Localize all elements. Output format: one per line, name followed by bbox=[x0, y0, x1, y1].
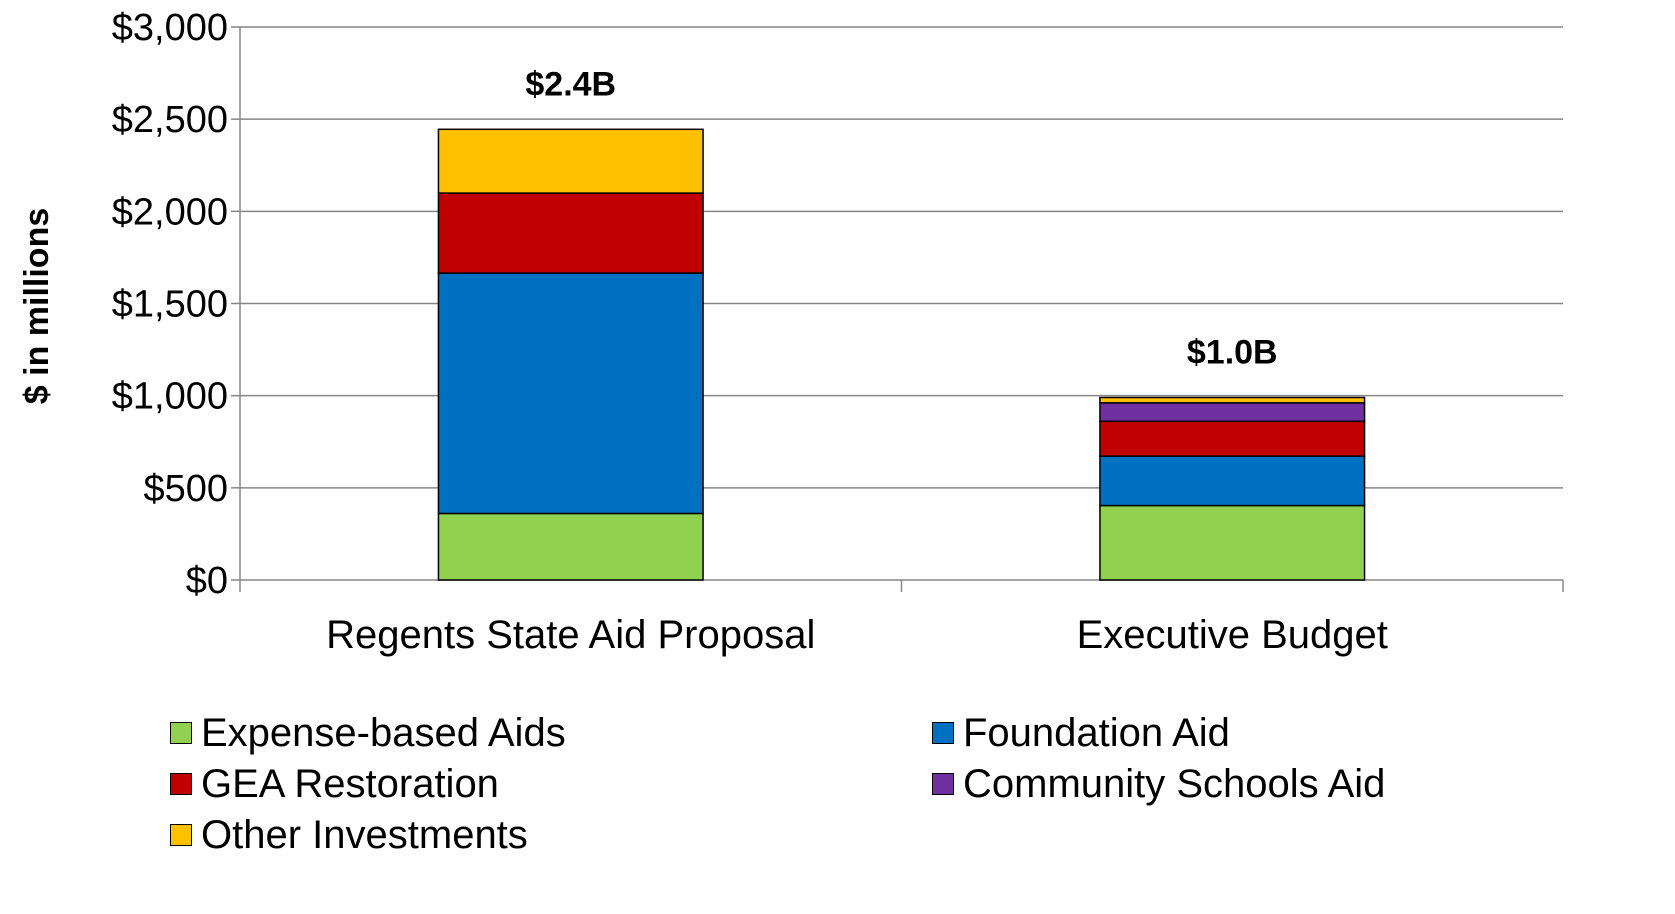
bar-total-label: $2.4B bbox=[525, 65, 616, 103]
legend-item: Expense-based Aids bbox=[170, 708, 566, 758]
bar-segment-foundation-aid bbox=[437, 272, 704, 515]
legend-swatch bbox=[170, 824, 192, 846]
legend-item: Community Schools Aid bbox=[932, 759, 1385, 809]
bar-segment-expense-based-aids bbox=[1099, 504, 1366, 581]
bar-segment-gea-restoration bbox=[437, 192, 704, 274]
legend-swatch bbox=[932, 773, 954, 795]
legend-label: Community Schools Aid bbox=[963, 761, 1386, 806]
bar-segment-other-investments bbox=[437, 128, 704, 194]
y-tick-label: $2,500 bbox=[112, 99, 228, 141]
legend-item: Other Investments bbox=[170, 810, 528, 860]
x-tick-label: Executive Budget bbox=[1077, 613, 1388, 657]
y-tick-label: $1,500 bbox=[112, 284, 228, 326]
legend-label: GEA Restoration bbox=[201, 761, 499, 806]
legend-label: Expense-based Aids bbox=[201, 710, 566, 755]
y-tick-label: $1,000 bbox=[112, 376, 228, 418]
legend: Expense-based Aids Foundation Aid GEA Rest… bbox=[170, 708, 1570, 908]
legend-item: Foundation Aid bbox=[932, 708, 1230, 758]
legend-item: GEA Restoration bbox=[170, 759, 499, 809]
y-tick-label: $2,000 bbox=[112, 191, 228, 233]
bar-segment-expense-based-aids bbox=[437, 512, 704, 581]
bar-segment-gea-restoration bbox=[1099, 420, 1366, 457]
legend-swatch bbox=[170, 773, 192, 795]
bar-segment-other-investments bbox=[1099, 396, 1366, 404]
labels: $0 $500 $1,000 $1,500 $2,000 $2,500 $3,000 $2.4… bbox=[112, 7, 1388, 657]
bar-segment-foundation-aid bbox=[1099, 455, 1366, 507]
y-tick-label: $500 bbox=[143, 468, 228, 510]
bar-segment-community-schools-aid bbox=[1099, 402, 1366, 423]
legend-swatch bbox=[932, 722, 954, 744]
legend-label: Other Investments bbox=[201, 812, 528, 857]
y-tick-label: $0 bbox=[186, 560, 228, 602]
legend-swatch bbox=[170, 722, 192, 744]
bar-total-label: $1.0B bbox=[1187, 334, 1278, 372]
bars bbox=[437, 128, 1366, 581]
x-tick-label: Regents State Aid Proposal bbox=[326, 613, 815, 657]
stacked-bar-chart: $0 $500 $1,000 $1,500 $2,000 $2,500 $3,000 $2.4… bbox=[18, 7, 1564, 657]
legend-label: Foundation Aid bbox=[963, 710, 1230, 755]
y-axis-label: $ in millions bbox=[18, 208, 56, 404]
y-tick-label: $3,000 bbox=[112, 7, 228, 49]
